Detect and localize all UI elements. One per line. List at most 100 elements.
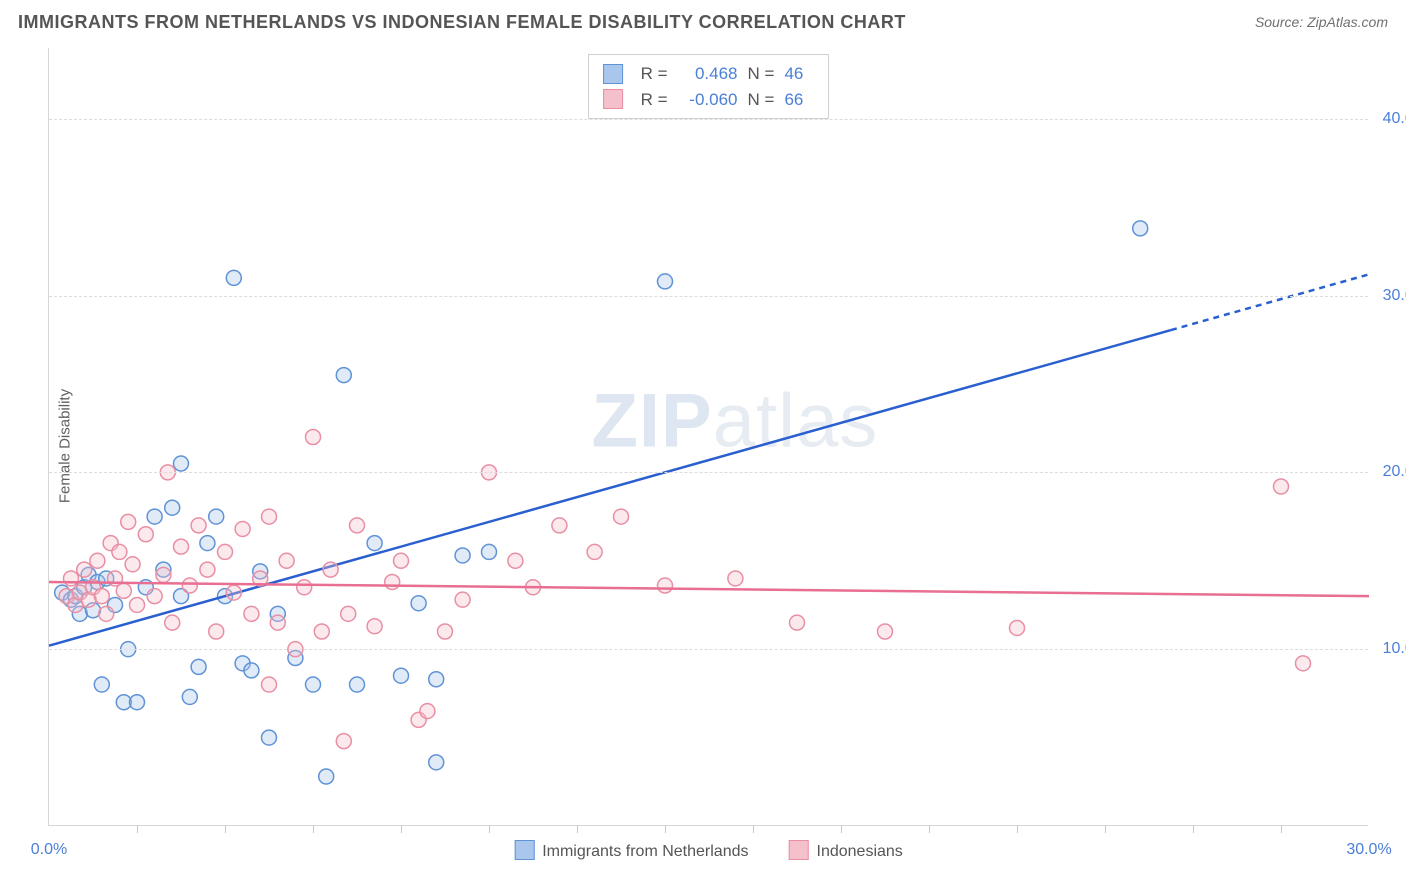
data-point — [200, 536, 215, 551]
xtick — [489, 825, 490, 833]
data-point — [455, 548, 470, 563]
gridline-h — [49, 119, 1368, 120]
data-point — [306, 677, 321, 692]
data-point — [336, 734, 351, 749]
gridline-h — [49, 649, 1368, 650]
data-point — [279, 553, 294, 568]
xtick — [1281, 825, 1282, 833]
data-point — [614, 509, 629, 524]
legend-swatch-icon — [514, 840, 534, 860]
data-point — [244, 606, 259, 621]
data-point — [235, 521, 250, 536]
xtick — [665, 825, 666, 833]
ytick-label: 40.0% — [1383, 110, 1406, 128]
chart-svg — [49, 48, 1368, 825]
data-point — [90, 553, 105, 568]
data-point — [336, 368, 351, 383]
data-point — [394, 668, 409, 683]
source-prefix: Source: — [1255, 14, 1307, 30]
data-point — [1010, 620, 1025, 635]
data-point — [112, 544, 127, 559]
chart-header: IMMIGRANTS FROM NETHERLANDS VS INDONESIA… — [0, 0, 1406, 44]
data-point — [420, 704, 435, 719]
legend-label: Immigrants from Netherlands — [542, 843, 748, 860]
trend-line-dashed — [1171, 274, 1369, 330]
legend-label: Indonesians — [817, 843, 903, 860]
xtick — [313, 825, 314, 833]
data-point — [165, 615, 180, 630]
xtick-label: 30.0% — [1346, 841, 1391, 859]
data-point — [350, 518, 365, 533]
data-point — [244, 663, 259, 678]
data-point — [226, 270, 241, 285]
legend-item-netherlands: Immigrants from Netherlands — [514, 840, 748, 861]
data-point — [156, 567, 171, 582]
xtick — [1017, 825, 1018, 833]
data-point — [165, 500, 180, 515]
data-point — [385, 574, 400, 589]
data-point — [319, 769, 334, 784]
data-point — [191, 659, 206, 674]
data-point — [270, 615, 285, 630]
data-point — [209, 624, 224, 639]
data-point — [147, 589, 162, 604]
data-point — [125, 557, 140, 572]
data-point — [99, 606, 114, 621]
legend-item-indonesians: Indonesians — [789, 840, 903, 861]
data-point — [429, 672, 444, 687]
xtick — [841, 825, 842, 833]
data-point — [147, 509, 162, 524]
bottom-legend: Immigrants from Netherlands Indonesians — [514, 840, 903, 861]
data-point — [121, 514, 136, 529]
data-point — [262, 730, 277, 745]
data-point — [394, 553, 409, 568]
data-point — [429, 755, 444, 770]
trend-line — [49, 330, 1171, 646]
data-point — [314, 624, 329, 639]
data-point — [658, 274, 673, 289]
data-point — [262, 509, 277, 524]
xtick — [577, 825, 578, 833]
data-point — [191, 518, 206, 533]
data-point — [878, 624, 893, 639]
data-point — [1133, 221, 1148, 236]
data-point — [455, 592, 470, 607]
data-point — [587, 544, 602, 559]
data-point — [218, 544, 233, 559]
data-point — [411, 596, 426, 611]
data-point — [1296, 656, 1311, 671]
data-point — [367, 619, 382, 634]
chart-source: Source: ZipAtlas.com — [1255, 14, 1388, 30]
source-name: ZipAtlas.com — [1307, 14, 1388, 30]
legend-swatch-icon — [789, 840, 809, 860]
xtick — [1105, 825, 1106, 833]
chart-title: IMMIGRANTS FROM NETHERLANDS VS INDONESIA… — [18, 12, 906, 33]
ytick-label: 10.0% — [1383, 640, 1406, 658]
ytick-label: 20.0% — [1383, 463, 1406, 481]
data-point — [130, 695, 145, 710]
xtick — [225, 825, 226, 833]
data-point — [438, 624, 453, 639]
data-point — [306, 430, 321, 445]
data-point — [182, 689, 197, 704]
gridline-h — [49, 472, 1368, 473]
gridline-h — [49, 296, 1368, 297]
data-point — [552, 518, 567, 533]
xtick — [1193, 825, 1194, 833]
data-point — [341, 606, 356, 621]
data-point — [138, 527, 153, 542]
data-point — [116, 583, 131, 598]
data-point — [297, 580, 312, 595]
xtick — [753, 825, 754, 833]
data-point — [350, 677, 365, 692]
data-point — [94, 589, 109, 604]
data-point — [209, 509, 224, 524]
data-point — [482, 544, 497, 559]
xtick-label: 0.0% — [31, 841, 67, 859]
data-point — [130, 597, 145, 612]
data-point — [508, 553, 523, 568]
plot-area: ZIPatlas R = 0.468 N = 46 R = -0.060 N =… — [48, 48, 1368, 826]
xtick — [929, 825, 930, 833]
data-point — [1274, 479, 1289, 494]
data-point — [728, 571, 743, 586]
